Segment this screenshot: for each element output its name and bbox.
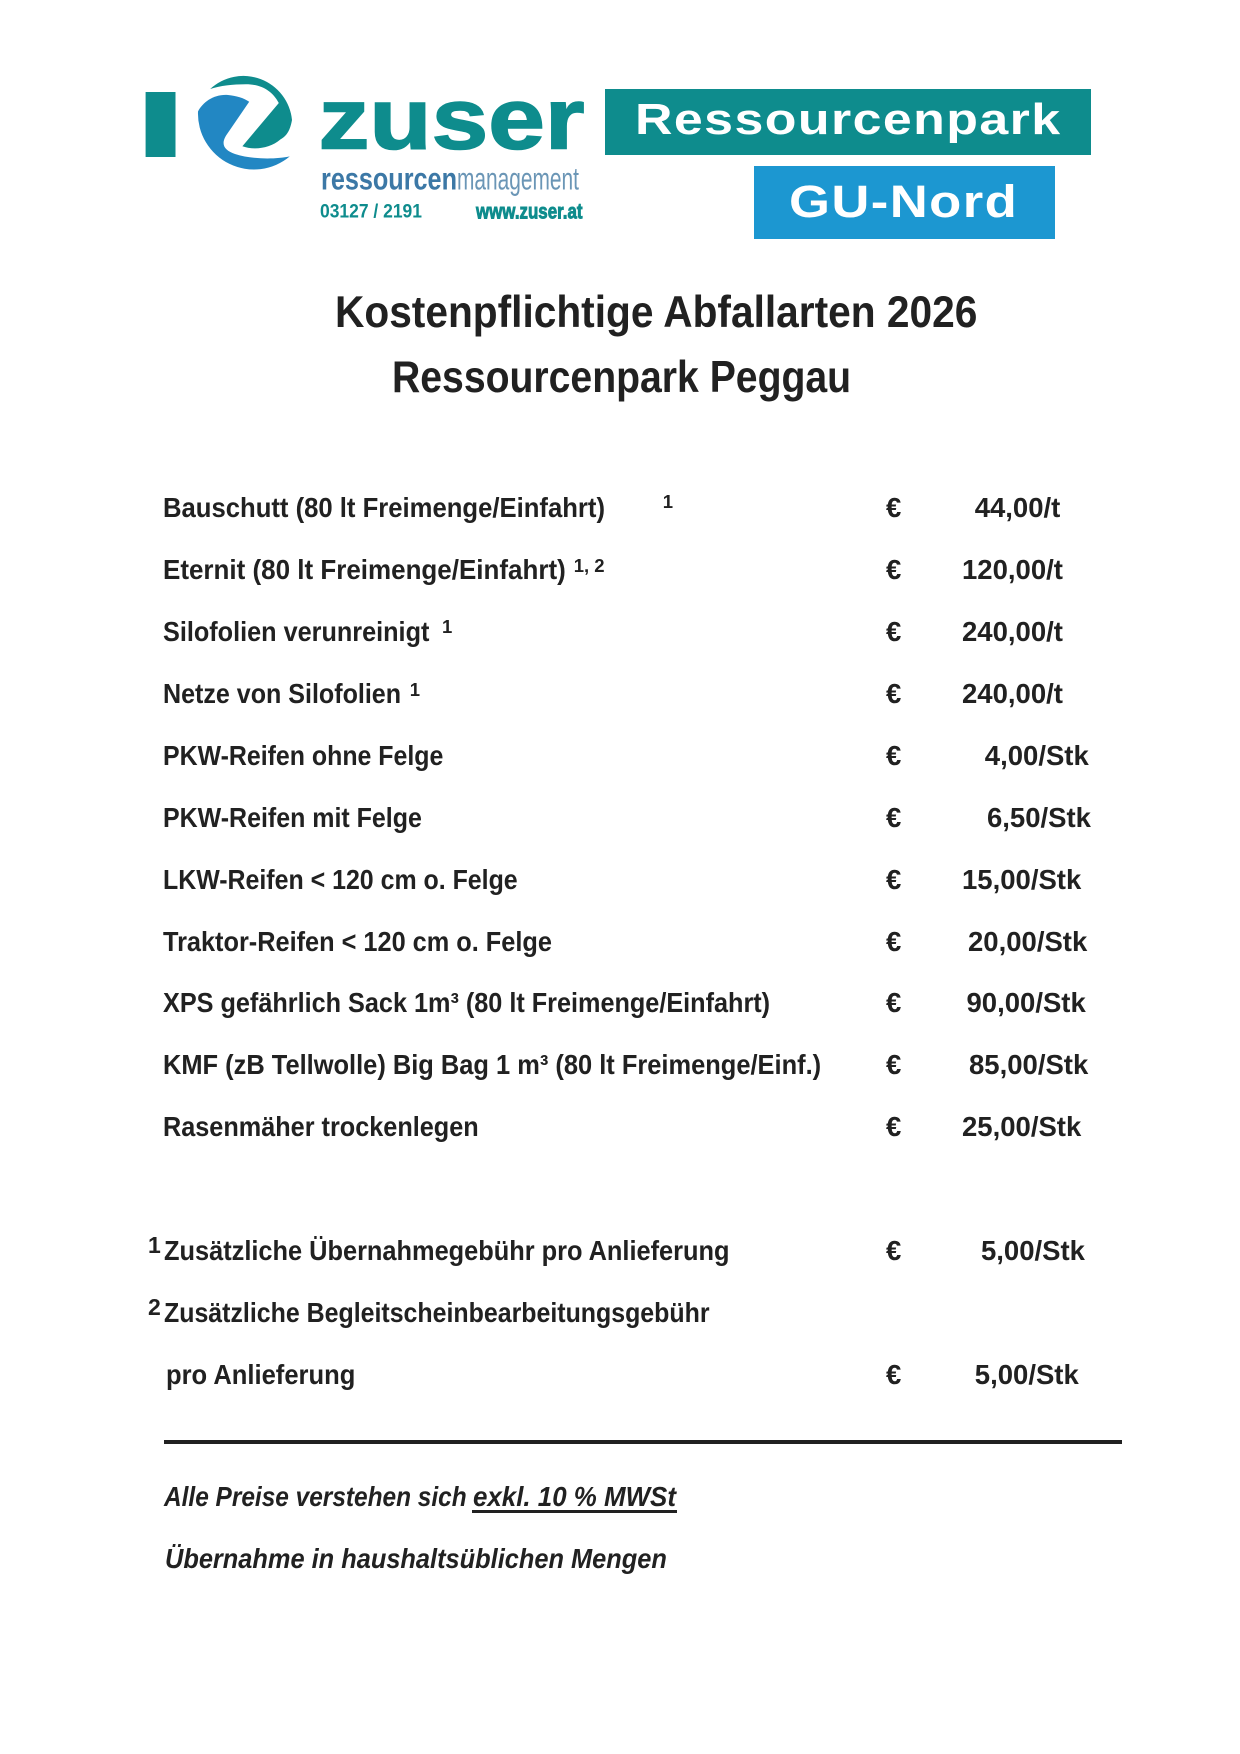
svg-text:03127 / 2191: 03127 / 2191 (320, 202, 422, 223)
svg-text:zuser: zuser (319, 72, 585, 168)
svg-text:ressourcen: ressourcen (321, 160, 457, 196)
svg-text:www.zuser.at: www.zuser.at (475, 201, 582, 224)
svg-text:management: management (457, 160, 579, 196)
